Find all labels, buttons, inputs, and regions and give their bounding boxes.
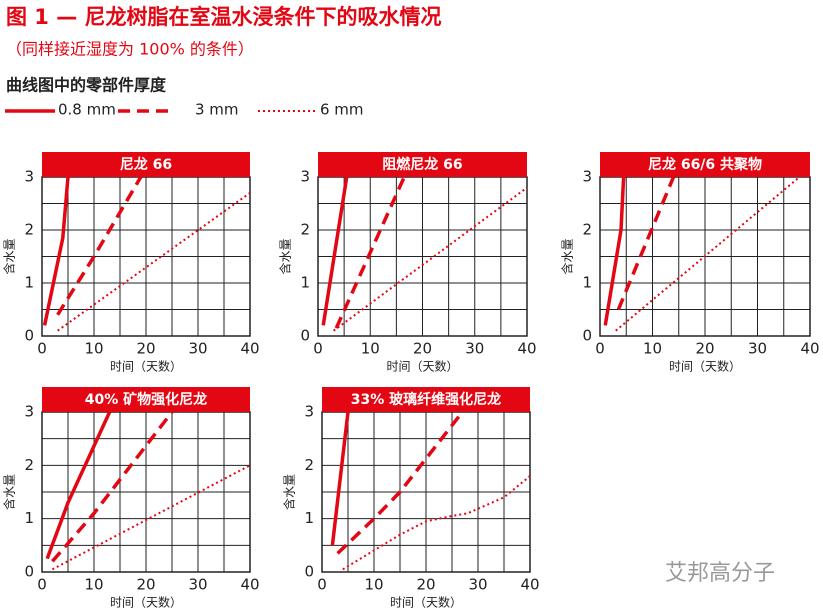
x-tick-label: 30 [468, 576, 487, 594]
x-tick-label: 20 [413, 340, 432, 358]
x-tick-label: 10 [84, 340, 103, 358]
chart-title: 40% 矿物强化尼龙 [85, 391, 207, 408]
y-axis-label: 含水量 [278, 238, 293, 274]
y-tick-label: 3 [304, 403, 314, 421]
line-series [342, 475, 531, 571]
x-tick-label: 10 [84, 576, 103, 594]
y-tick-label: 2 [582, 221, 592, 239]
y-axis-label: 含水量 [2, 238, 17, 274]
x-tick-label: 0 [37, 340, 47, 358]
line-series [56, 176, 143, 316]
chart-header [42, 387, 250, 412]
y-tick-label: 1 [304, 509, 314, 527]
chart-header [322, 387, 530, 412]
y-tick-label: 2 [24, 456, 34, 474]
y-axis-label: 含水量 [282, 474, 297, 510]
watermark: 艾邦高分子 [665, 561, 775, 586]
y-tick-label: 2 [304, 456, 314, 474]
y-tick-label: 3 [24, 403, 34, 421]
y-tick-label: 0 [24, 327, 34, 345]
y-tick-label: 3 [24, 168, 34, 186]
x-tick-label: 30 [465, 340, 484, 358]
line-series [616, 176, 676, 311]
chart-header [42, 152, 250, 177]
chart-title: 尼龙 66 [120, 156, 172, 173]
x-tick-label: 30 [188, 340, 207, 358]
chart-title: 33% 玻璃纤维强化尼龙 [351, 391, 501, 408]
y-axis-label: 含水量 [2, 474, 17, 510]
line-series [45, 411, 112, 560]
x-tick-label: 40 [240, 340, 259, 358]
x-tick-label: 10 [643, 340, 662, 358]
line-series [42, 176, 70, 326]
x-tick-label: 20 [416, 576, 435, 594]
x-tick-label: 30 [748, 340, 767, 358]
y-tick-label: 0 [582, 327, 592, 345]
chart-header [318, 152, 527, 177]
line-series [51, 410, 174, 563]
y-tick-label: 1 [300, 274, 310, 292]
chart-title: 阻燃尼龙 66 [382, 156, 462, 173]
y-tick-label: 1 [24, 509, 34, 527]
line-series [333, 186, 528, 332]
x-axis-label: 时间（天数） [110, 359, 182, 374]
x-tick-label: 10 [364, 576, 383, 594]
line-series [51, 464, 251, 571]
y-tick-label: 2 [24, 221, 34, 239]
x-tick-label: 0 [313, 340, 323, 358]
x-tick-label: 0 [595, 340, 605, 358]
y-tick-label: 0 [304, 563, 314, 581]
legend-title: 曲线图中的零部件厚度 [6, 76, 167, 95]
x-tick-label: 0 [37, 576, 47, 594]
page-subtitle: （同样接近湿度为 100% 的条件） [6, 40, 254, 59]
page-title: 图 1 — 尼龙树脂在室温水浸条件下的吸水情况 [6, 5, 442, 29]
x-tick-label: 40 [520, 576, 539, 594]
x-tick-label: 20 [136, 340, 155, 358]
x-axis-label: 时间（天数） [390, 595, 462, 610]
line-series [330, 411, 350, 546]
legend-label: 3 mm [195, 101, 239, 119]
x-axis-label: 时间（天数） [110, 595, 182, 610]
x-axis-label: 时间（天数） [386, 359, 458, 374]
x-tick-label: 0 [317, 576, 327, 594]
line-series [603, 176, 626, 326]
chart-title: 尼龙 66/6 共聚物 [648, 156, 762, 173]
line-series [334, 176, 406, 329]
x-tick-label: 10 [361, 340, 380, 358]
y-tick-label: 2 [300, 221, 310, 239]
x-tick-label: 20 [136, 576, 155, 594]
x-tick-label: 40 [800, 340, 819, 358]
line-series [321, 176, 349, 326]
y-tick-label: 3 [300, 168, 310, 186]
x-tick-label: 40 [240, 576, 259, 594]
x-tick-label: 40 [517, 340, 536, 358]
y-tick-label: 1 [24, 274, 34, 292]
chart-header [600, 152, 810, 177]
y-tick-label: 0 [24, 563, 34, 581]
y-tick-label: 0 [300, 327, 310, 345]
x-tick-label: 30 [188, 576, 207, 594]
x-tick-label: 20 [695, 340, 714, 358]
legend-label: 6 mm [320, 101, 364, 119]
line-series [336, 410, 464, 555]
legend-label: 0.8 mm [58, 101, 116, 119]
y-tick-label: 1 [582, 274, 592, 292]
y-tick-label: 3 [582, 168, 592, 186]
x-axis-label: 时间（天数） [669, 359, 741, 374]
y-axis-label: 含水量 [560, 238, 575, 274]
